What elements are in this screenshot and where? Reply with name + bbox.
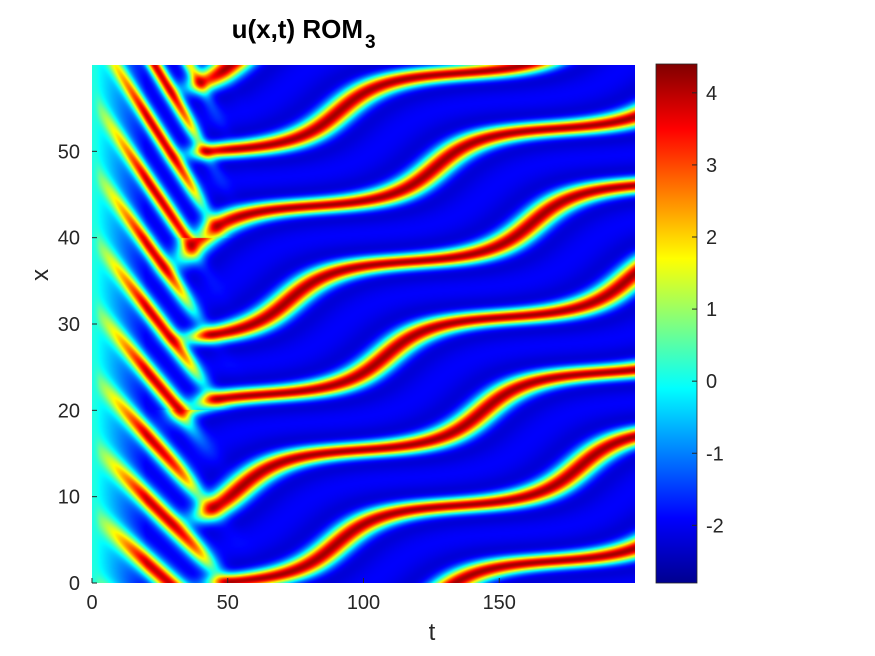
y-tick-label: 40: [58, 228, 80, 250]
colorbar-tick-label: 2: [706, 227, 717, 249]
y-tick-label: 0: [69, 573, 80, 595]
chart-title: u(x,t) ROM: [232, 14, 363, 44]
y-axis-label: x: [27, 269, 54, 281]
y-tick-label: 20: [58, 400, 80, 422]
y-tick-label: 50: [58, 141, 80, 163]
x-tick-label: 50: [217, 592, 239, 614]
colorbar: -2 -1 0 1 2 3 4: [655, 63, 724, 584]
colorbar-tick-label: -2: [706, 515, 724, 537]
chart-title-subscript: 3: [365, 32, 376, 53]
y-tick-label: 30: [58, 314, 80, 336]
x-tick-label: 150: [483, 592, 516, 614]
x-axis-label: t: [429, 619, 436, 646]
colorbar-tick-label: 1: [706, 299, 717, 321]
colorbar-tick-label: 3: [706, 155, 717, 177]
y-axis: 0 10 20 30 40 50: [58, 141, 97, 595]
colorbar-tick-label: -1: [706, 443, 724, 465]
x-tick-label: 100: [347, 592, 380, 614]
x-tick-label: 0: [86, 592, 97, 614]
colorbar-gradient: [655, 63, 698, 584]
colorbar-ticks: -2 -1 0 1 2 3 4: [692, 83, 724, 537]
y-tick-label: 10: [58, 487, 80, 509]
colorbar-tick-label: 0: [706, 371, 717, 393]
x-axis: 0 50 100 150: [86, 578, 516, 614]
heatmap: [92, 65, 635, 583]
plot-area: [92, 65, 635, 583]
colorbar-tick-label: 4: [706, 83, 717, 105]
